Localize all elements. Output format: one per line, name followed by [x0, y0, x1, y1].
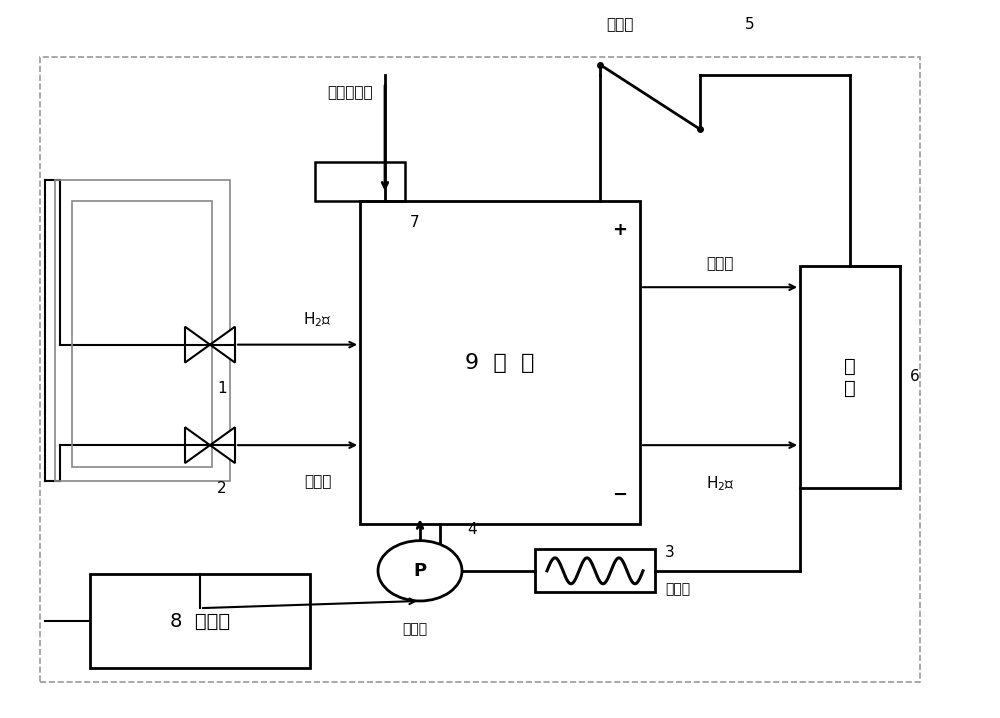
Text: 循环泵: 循环泵 — [402, 623, 428, 636]
Polygon shape — [185, 327, 210, 363]
Text: 空气进: 空气进 — [304, 474, 331, 489]
Text: 6: 6 — [910, 370, 920, 384]
Bar — [800, 266, 900, 488]
Text: −: − — [612, 486, 628, 505]
Polygon shape — [185, 427, 210, 463]
Text: 空气出: 空气出 — [706, 256, 734, 271]
Bar — [40, 57, 920, 682]
Bar — [72, 201, 212, 467]
Bar — [90, 574, 310, 668]
Bar — [535, 549, 655, 592]
Text: 温度传感器: 温度传感器 — [327, 85, 373, 101]
Text: +: + — [612, 220, 628, 239]
Bar — [55, 180, 230, 481]
Bar — [315, 162, 405, 201]
Text: 2: 2 — [217, 481, 227, 496]
Text: 8  控制器: 8 控制器 — [170, 612, 230, 630]
Text: 3: 3 — [665, 546, 675, 560]
Text: 载
荷: 载 荷 — [844, 356, 856, 398]
Text: P: P — [413, 561, 427, 580]
Text: 4: 4 — [467, 522, 477, 537]
Bar — [360, 201, 640, 524]
Text: H$_2$出: H$_2$出 — [706, 474, 734, 493]
Text: 1: 1 — [217, 381, 227, 396]
Polygon shape — [210, 327, 235, 363]
Text: 7: 7 — [410, 215, 420, 230]
Text: 9  电  堆: 9 电 堆 — [465, 353, 535, 373]
Text: 5: 5 — [745, 17, 755, 32]
Text: 继电器: 继电器 — [606, 17, 634, 32]
Polygon shape — [210, 427, 235, 463]
Text: 换热器: 换热器 — [665, 582, 690, 596]
Circle shape — [378, 541, 462, 601]
Text: H$_2$进: H$_2$进 — [303, 310, 332, 329]
